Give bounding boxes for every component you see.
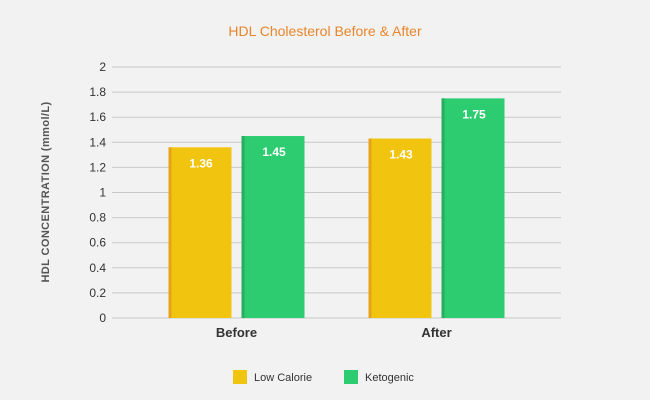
data-labels: 1.36 1.45 1.43 1.75 bbox=[189, 107, 486, 170]
y-axis-ticks: 0 0.2 0.4 0.6 0.8 1 1.2 1.4 1.6 1.8 2 bbox=[89, 60, 106, 325]
legend: Low Calorie Ketogenic bbox=[233, 370, 414, 384]
y-tick-label: 0 bbox=[99, 311, 106, 325]
y-tick-label: 0.6 bbox=[89, 236, 106, 250]
y-tick-label: 0.8 bbox=[89, 211, 106, 225]
bar-edge bbox=[241, 136, 245, 318]
bar-ketogenic-before bbox=[241, 136, 305, 318]
y-tick-label: 1.4 bbox=[89, 135, 106, 149]
legend-swatch-low-calorie bbox=[233, 370, 247, 384]
data-label: 1.75 bbox=[462, 107, 486, 121]
y-tick-label: 0.4 bbox=[89, 261, 106, 275]
category-label-before: Before bbox=[216, 325, 257, 340]
bar-edge bbox=[168, 147, 172, 318]
bar-ketogenic-after bbox=[441, 98, 505, 318]
y-tick-label: 1 bbox=[99, 186, 106, 200]
data-label: 1.45 bbox=[262, 145, 286, 159]
y-tick-label: 2 bbox=[99, 60, 106, 74]
legend-swatch-ketogenic bbox=[344, 370, 358, 384]
y-tick-label: 1.6 bbox=[89, 110, 106, 124]
bar-edge bbox=[441, 98, 445, 318]
category-label-after: After bbox=[421, 325, 451, 340]
legend-label-ketogenic: Ketogenic bbox=[365, 372, 414, 384]
legend-label-low-calorie: Low Calorie bbox=[254, 372, 312, 384]
data-label: 1.36 bbox=[189, 156, 213, 170]
data-label: 1.43 bbox=[389, 148, 413, 162]
y-tick-label: 0.2 bbox=[89, 286, 106, 300]
bar-low-calorie-after bbox=[368, 138, 432, 318]
bars bbox=[168, 98, 505, 318]
x-axis-categories: Before After bbox=[216, 325, 452, 340]
y-tick-label: 1.8 bbox=[89, 85, 106, 99]
bar-edge bbox=[368, 138, 372, 318]
y-tick-label: 1.2 bbox=[89, 160, 106, 174]
y-axis-title: HDL CONCENTRATION (mmol/L) bbox=[40, 101, 52, 282]
bar-low-calorie-before bbox=[168, 147, 232, 318]
chart-title: HDL Cholesterol Before & After bbox=[228, 23, 422, 39]
